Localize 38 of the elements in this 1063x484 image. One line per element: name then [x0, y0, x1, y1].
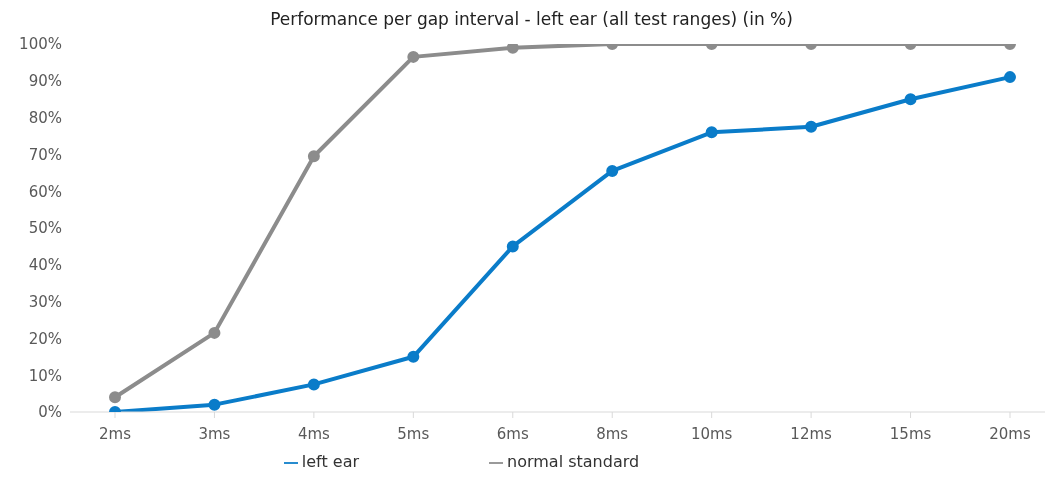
x-tick-label: 8ms [596, 424, 629, 443]
point [109, 391, 121, 404]
y-tick-label: 20% [28, 329, 62, 348]
y-tick-label: 70% [28, 145, 62, 164]
point [805, 120, 818, 133]
point [904, 93, 917, 106]
x-tick-label: 12ms [790, 424, 833, 443]
point [506, 44, 519, 54]
point [606, 164, 619, 177]
point [208, 326, 221, 339]
point [506, 240, 519, 253]
point [307, 378, 320, 391]
x-tick-label: 15ms [889, 424, 932, 443]
point [407, 50, 420, 63]
point [705, 126, 718, 139]
y-tick-label: 0% [38, 403, 62, 422]
x-tick-label: 3ms [198, 424, 231, 443]
y-tick-label: 90% [28, 72, 62, 91]
y-tick-label: 10% [28, 366, 62, 385]
point [1004, 71, 1016, 84]
x-tick-label: 20ms [989, 424, 1031, 443]
x-tick-label: 6ms [496, 424, 529, 443]
y-tick-label: 40% [28, 256, 62, 275]
y-tick-label: 50% [28, 219, 62, 238]
point [307, 150, 320, 163]
legend-label: left ear [301, 452, 360, 471]
y-tick-label: 30% [28, 292, 62, 311]
y-tick-label: 100% [19, 35, 62, 54]
point [407, 350, 420, 363]
x-tick-label: 5ms [397, 424, 430, 443]
y-tick-label: 60% [28, 182, 62, 201]
x-tick-label: 2ms [99, 424, 132, 443]
x-tick-label: 4ms [297, 424, 331, 443]
point [208, 398, 221, 411]
legend-label: normal standard [507, 452, 640, 471]
x-tick-label: 10ms [690, 424, 733, 443]
chart-title: Performance per gap interval - left ear (all test ranges) (in %) [269, 8, 794, 31]
y-tick-label: 80% [28, 108, 62, 127]
